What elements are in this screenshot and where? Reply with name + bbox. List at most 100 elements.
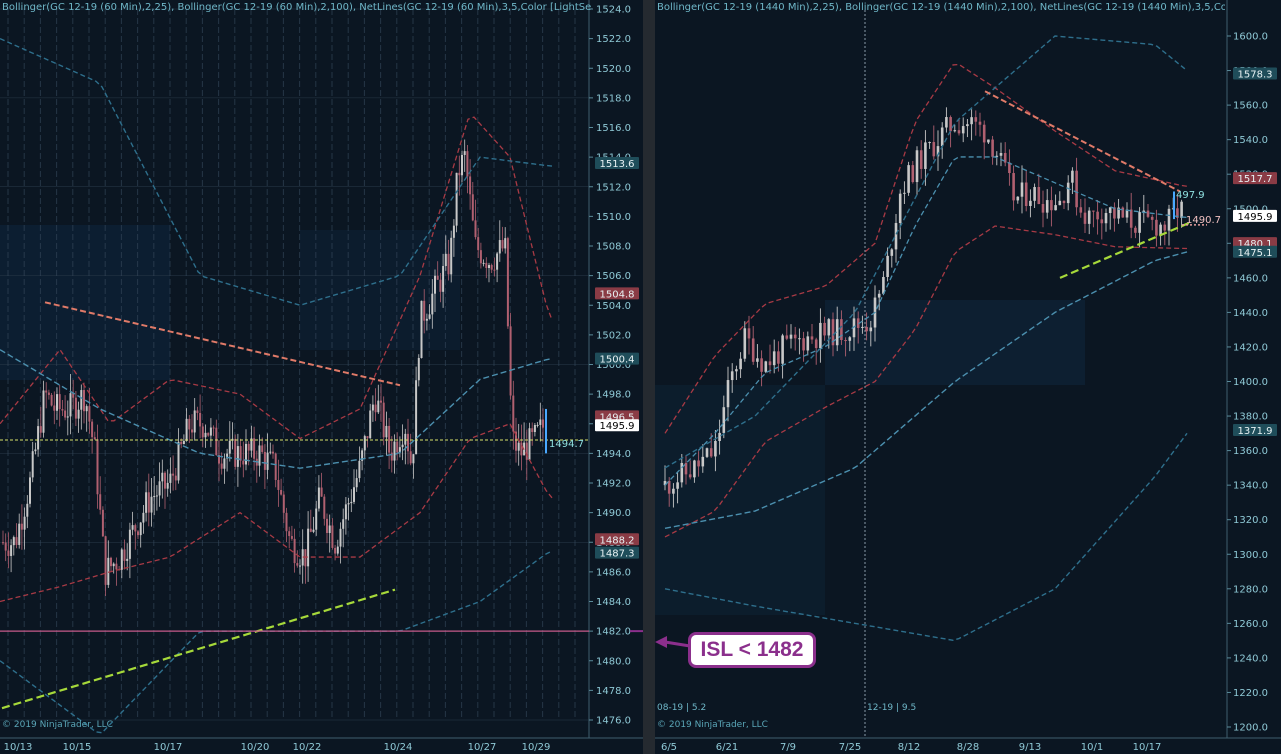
left-candle-body bbox=[425, 318, 428, 321]
right-price-tag bbox=[1233, 67, 1277, 80]
right-chart-canvas[interactable]: 1600.01580.01560.01540.01520.01500.01480… bbox=[655, 0, 1281, 754]
left-candle-body bbox=[142, 512, 145, 523]
right-candle-body bbox=[1045, 200, 1049, 213]
left-candle-body bbox=[388, 425, 391, 453]
left-price-label: 1482.0 bbox=[596, 627, 631, 638]
left-candle-body bbox=[50, 394, 53, 406]
left-price-tag bbox=[595, 419, 639, 432]
left-candle-body bbox=[4, 542, 7, 551]
left-date-label: 10/29 bbox=[522, 742, 551, 753]
right-candle-body bbox=[995, 155, 999, 157]
right-candle-body bbox=[722, 407, 726, 433]
right-candle-body bbox=[714, 441, 717, 457]
right-candle-body bbox=[1071, 170, 1074, 183]
right-candle-body bbox=[1155, 219, 1158, 236]
right-candle-body bbox=[831, 319, 835, 346]
left-candle-body bbox=[471, 194, 474, 221]
left-price-tag-text: 1487.3 bbox=[600, 549, 635, 560]
left-candle-body bbox=[520, 442, 523, 456]
left-candle-body bbox=[193, 410, 196, 433]
right-bb25-upper bbox=[664, 63, 1188, 434]
left-candle-body bbox=[45, 390, 48, 393]
left-price-tag bbox=[595, 352, 639, 365]
right-candle-body bbox=[1138, 212, 1141, 233]
left-candle-body bbox=[226, 453, 229, 459]
left-candle-body bbox=[344, 504, 347, 520]
left-candle-body bbox=[239, 446, 242, 461]
right-price-tag bbox=[1233, 245, 1277, 258]
right-candle-body bbox=[835, 319, 839, 346]
right-candle-body bbox=[680, 462, 684, 483]
right-candle-body bbox=[1163, 224, 1167, 231]
right-candle-body bbox=[760, 358, 763, 372]
right-price-label: 1400.0 bbox=[1233, 377, 1268, 388]
left-candle-body bbox=[80, 390, 83, 410]
left-candle-body bbox=[361, 450, 364, 461]
right-candle-body bbox=[1054, 205, 1057, 211]
left-candle-body bbox=[37, 426, 40, 450]
left-candle-body bbox=[77, 409, 80, 419]
left-candle-body bbox=[323, 496, 326, 519]
right-candle-body bbox=[1008, 162, 1011, 174]
left-candle-body bbox=[485, 262, 488, 268]
right-candle-body bbox=[890, 249, 894, 256]
left-candle-body bbox=[490, 265, 493, 270]
right-price-label: 1460.0 bbox=[1233, 273, 1268, 284]
right-candle-body bbox=[1167, 208, 1171, 231]
left-candle-body bbox=[450, 237, 453, 275]
right-price-label: 1380.0 bbox=[1233, 412, 1268, 423]
left-candle-body bbox=[120, 549, 123, 570]
left-candle-body bbox=[274, 453, 277, 480]
right-candle-body bbox=[1180, 201, 1183, 218]
panel-divider[interactable] bbox=[643, 0, 655, 754]
left-candle-body bbox=[439, 279, 442, 292]
left-price-tag-text: 1513.6 bbox=[600, 159, 635, 170]
right-chart-panel[interactable]: 1600.01580.01560.01540.01520.01500.01480… bbox=[655, 0, 1281, 754]
left-candle-body bbox=[12, 537, 15, 546]
right-price-label: 1300.0 bbox=[1233, 550, 1268, 561]
right-candle-body bbox=[982, 124, 986, 143]
right-date-label: 10/1 bbox=[1081, 742, 1103, 753]
right-candle-body bbox=[924, 142, 927, 169]
left-candle-body bbox=[266, 452, 269, 470]
right-candle-body bbox=[693, 460, 696, 478]
left-price-tag bbox=[595, 533, 639, 546]
left-candle-body bbox=[358, 460, 361, 479]
left-bb25-lower bbox=[0, 422, 553, 603]
left-candle-body bbox=[158, 481, 161, 496]
right-candle-body bbox=[1087, 210, 1091, 224]
right-candle-body bbox=[1029, 200, 1032, 206]
left-candle-body bbox=[123, 549, 126, 561]
left-chart-panel[interactable]: 1524.01522.01520.01518.01516.01514.01512… bbox=[0, 0, 643, 754]
left-candle-body bbox=[398, 447, 401, 453]
right-downtrend-line bbox=[984, 90, 1181, 193]
right-candle-body bbox=[718, 432, 721, 442]
left-candle-body bbox=[380, 400, 382, 403]
left-candle-body bbox=[177, 441, 180, 481]
right-candle-body bbox=[751, 338, 755, 362]
left-candle-body bbox=[536, 424, 539, 426]
isl-callout: ISL < 1482 bbox=[688, 632, 816, 668]
left-candle-body bbox=[382, 402, 385, 438]
right-price-tag bbox=[1233, 209, 1277, 222]
left-chart-canvas[interactable]: 1524.01522.01520.01518.01516.01514.01512… bbox=[0, 0, 643, 754]
left-candle-body bbox=[188, 418, 191, 430]
right-candle-body bbox=[978, 121, 982, 125]
right-candle-body bbox=[936, 146, 940, 157]
left-candle-body bbox=[223, 458, 226, 469]
left-date-label: 10/13 bbox=[4, 742, 33, 753]
right-candle-body bbox=[886, 255, 889, 277]
right-price-tag-text: 1475.1 bbox=[1238, 248, 1273, 259]
left-candle-body bbox=[288, 531, 291, 537]
left-candle-body bbox=[34, 449, 37, 452]
left-price-label: 1502.0 bbox=[596, 330, 631, 341]
right-candle-body bbox=[957, 130, 961, 134]
left-price-tag bbox=[595, 157, 639, 170]
right-date-label: 9/13 bbox=[1019, 742, 1041, 753]
right-price-label: 1320.0 bbox=[1233, 515, 1268, 526]
left-candle-body bbox=[312, 529, 315, 532]
left-candle-body bbox=[29, 477, 31, 504]
left-price-label: 1478.0 bbox=[596, 686, 631, 697]
left-candle-body bbox=[355, 478, 358, 488]
left-candle-body bbox=[161, 472, 164, 482]
